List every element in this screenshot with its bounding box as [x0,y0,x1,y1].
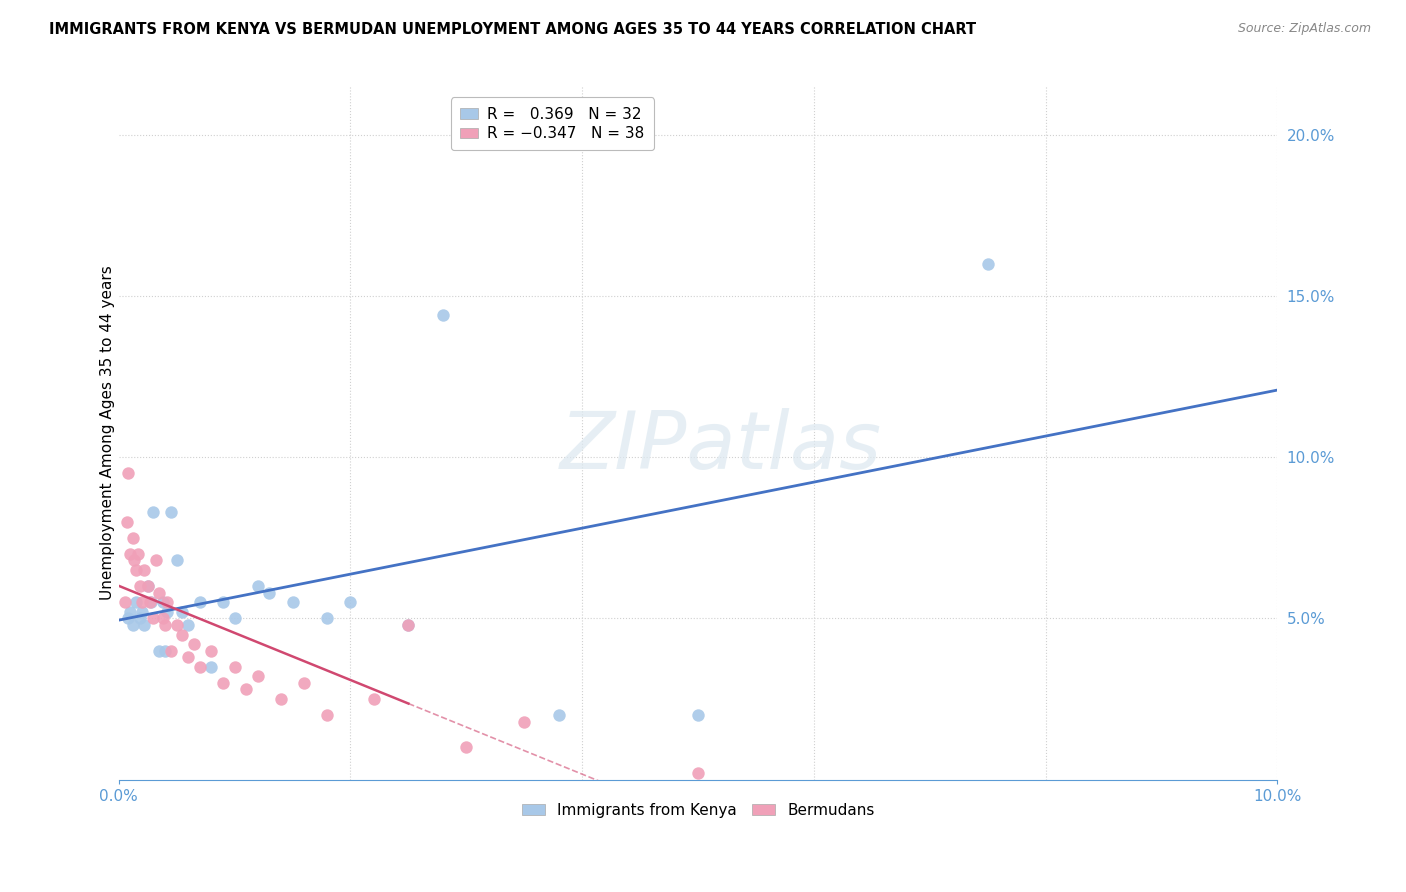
Point [121,531,143,545]
Point [142,611,165,625]
Point [172,627,194,641]
Point [212,595,235,609]
Point [121,617,143,632]
Point [156,595,179,609]
Point [246,579,269,593]
Point [131,605,153,619]
Point [166,553,188,567]
Point [172,605,194,619]
Point [127,547,149,561]
Point [976,257,998,271]
Point [363,692,385,706]
Y-axis label: Unemployment Among Ages 35 to 44 years: Unemployment Among Ages 35 to 44 years [100,266,115,600]
Point [152,611,174,625]
Point [128,611,150,625]
Point [292,676,315,690]
Point [134,617,156,632]
Point [117,467,139,481]
Point [686,766,709,780]
Point [160,643,183,657]
Point [224,611,246,625]
Point [142,505,165,519]
Text: IMMIGRANTS FROM KENYA VS BERMUDAN UNEMPLOYMENT AMONG AGES 35 TO 44 YEARS CORRELA: IMMIGRANTS FROM KENYA VS BERMUDAN UNEMPL… [49,22,976,37]
Point [188,595,211,609]
Point [114,595,136,609]
Point [259,585,281,599]
Point [115,515,138,529]
Text: Source: ZipAtlas.com: Source: ZipAtlas.com [1237,22,1371,36]
Point [548,708,571,723]
Point [432,308,454,322]
Point [177,617,200,632]
Point [134,563,156,577]
Point [153,617,176,632]
Point [136,579,159,593]
Point [141,595,163,609]
Point [120,547,142,561]
Point [188,659,211,673]
Point [270,692,292,706]
Point [396,617,419,632]
Point [136,579,159,593]
Point [148,643,170,657]
Point [513,714,536,729]
Point [224,659,246,673]
Point [160,505,183,519]
Point [156,605,179,619]
Point [200,659,222,673]
Point [456,740,478,755]
Point [120,605,142,619]
Point [183,637,205,651]
Point [128,579,150,593]
Point [122,553,145,567]
Point [152,595,174,609]
Legend: Immigrants from Kenya, Bermudans: Immigrants from Kenya, Bermudans [516,797,880,824]
Point [125,595,148,609]
Point [125,563,148,577]
Point [339,595,361,609]
Point [316,708,339,723]
Point [153,643,176,657]
Point [396,617,419,632]
Point [148,585,170,599]
Point [131,595,153,609]
Point [212,676,235,690]
Point [117,611,139,625]
Point [235,682,257,697]
Point [166,617,188,632]
Text: ZIPatlas: ZIPatlas [560,408,883,486]
Point [200,643,222,657]
Point [145,553,167,567]
Point [316,611,339,625]
Point [686,708,709,723]
Point [139,595,162,609]
Point [177,650,200,665]
Point [246,669,269,683]
Point [281,595,304,609]
